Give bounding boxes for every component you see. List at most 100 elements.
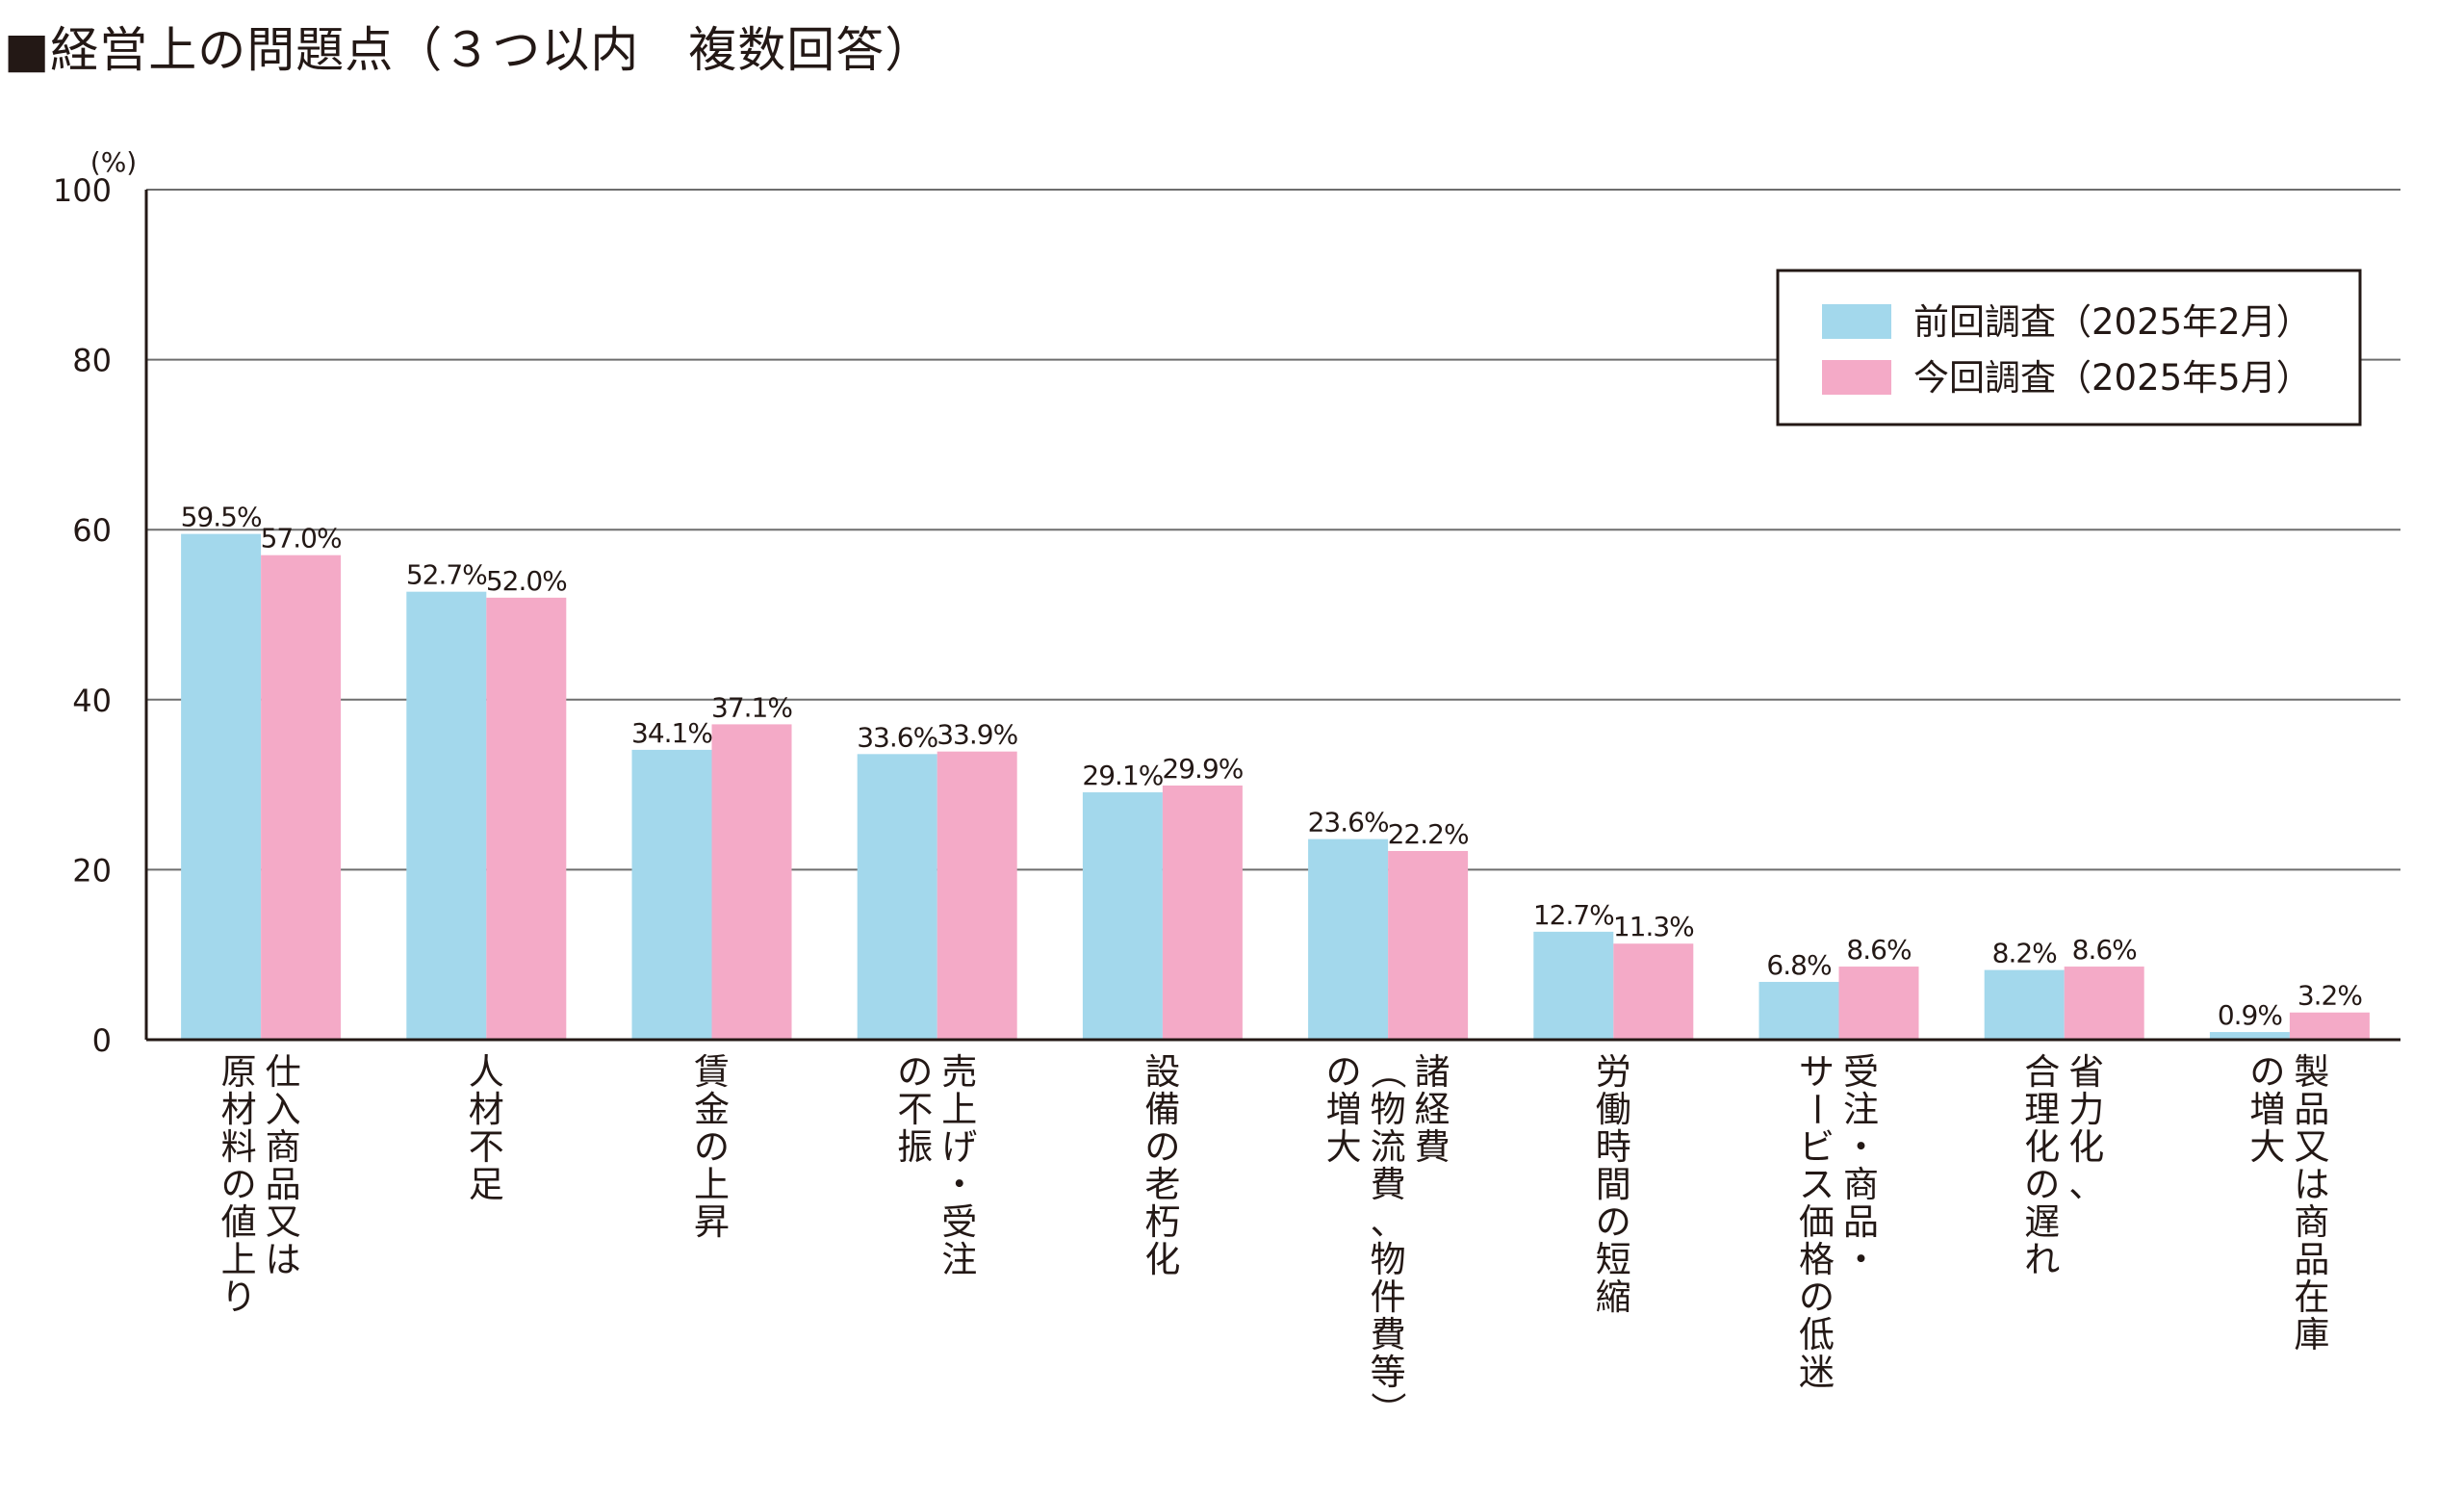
data-label: 22.2% <box>1388 818 1469 850</box>
data-label: 6.8% <box>1766 949 1832 981</box>
legend: 前回調査（2025年2月） 今回調査（2025年5月） <box>1776 269 2362 426</box>
category-char: の <box>2249 1051 2285 1093</box>
category-char: 庫 <box>2294 1314 2329 1355</box>
category-char: サ <box>1799 1051 1835 1093</box>
category-char: 合 <box>2024 1051 2060 1093</box>
category-labels: 仕入商品又は原材料の値上り人材不足賃金の上昇売上げ・受注の不振設備の老朽化諸経費… <box>221 1051 2330 1428</box>
category-char: 遅 <box>2024 1201 2060 1243</box>
data-label: 0.9% <box>2218 999 2283 1031</box>
bar-current-8 <box>2064 967 2144 1040</box>
category-char: 化 <box>2068 1126 2104 1168</box>
data-label: 57.0% <box>261 523 342 555</box>
category-char: は <box>266 1239 301 1280</box>
axes <box>144 190 2400 1042</box>
category-char: 売 <box>941 1051 977 1093</box>
category-char: は <box>2294 1164 2329 1205</box>
category-char: 不 <box>897 1089 933 1130</box>
data-label: 59.5% <box>181 502 262 533</box>
category-char: 流 <box>1371 1126 1406 1168</box>
category-char: の <box>1326 1051 1362 1093</box>
category-char: 、 <box>2068 1164 2104 1205</box>
category-char: 品 <box>2294 1239 2329 1280</box>
category-char: 昇 <box>694 1201 730 1243</box>
y-tick-label: 20 <box>72 852 112 889</box>
legend-swatch-current <box>1822 360 1891 395</box>
category-char: ス <box>1799 1164 1835 1205</box>
bars <box>181 533 2370 1040</box>
bar-previous-2 <box>631 749 712 1040</box>
data-label: 8.2% <box>1992 938 2058 969</box>
category-char: 増 <box>1326 1089 1362 1130</box>
category-char: 製 <box>2294 1051 2329 1093</box>
data-label: 33.9% <box>937 719 1017 751</box>
category-char: 力 <box>2068 1089 2104 1130</box>
bar-previous-7 <box>1758 981 1839 1040</box>
category-char: 間 <box>1596 1164 1631 1205</box>
bar-previous-1 <box>406 591 487 1040</box>
category-char: 仕 <box>266 1051 301 1093</box>
bar-current-9 <box>2289 1012 2370 1040</box>
bar-current-0 <box>261 555 342 1040</box>
category-char: 費 <box>1415 1126 1450 1168</box>
category-char: 上 <box>941 1089 977 1130</box>
category-char: ） <box>1367 1392 1408 1428</box>
category-char: の <box>2024 1164 2060 1205</box>
data-label: 37.1% <box>711 691 792 723</box>
category-char: 件 <box>1371 1277 1406 1318</box>
category-char: げ <box>941 1126 977 1168</box>
category-char: 注 <box>1843 1089 1879 1130</box>
y-tick-label: 0 <box>92 1022 112 1059</box>
category-char: 原 <box>221 1051 257 1093</box>
bar-current-4 <box>1162 785 1243 1040</box>
category-char: 理 <box>2024 1089 2060 1130</box>
category-char: 値 <box>221 1201 257 1243</box>
bar-previous-6 <box>1533 931 1614 1040</box>
category-char: の <box>694 1126 730 1168</box>
y-axis-ticks: 0 20 40 60 80 100 <box>53 172 112 1059</box>
category-char: 労 <box>1596 1051 1631 1093</box>
bar-previous-0 <box>181 533 262 1040</box>
category-char: 大 <box>1326 1126 1362 1168</box>
category-char: 低 <box>1799 1314 1835 1355</box>
category-char: の <box>1799 1277 1835 1318</box>
bar-current-2 <box>711 724 792 1040</box>
data-label: 33.6% <box>857 721 937 753</box>
data-label: 52.7% <box>406 559 487 591</box>
category-char: の <box>221 1164 257 1205</box>
legend-swatch-previous <box>1822 304 1891 339</box>
data-label: 52.0% <box>486 565 567 597</box>
category-char: 入 <box>266 1089 301 1130</box>
category-char: ー <box>1796 1092 1837 1127</box>
category-char: 材 <box>221 1089 257 1130</box>
category-char: 足 <box>469 1164 504 1205</box>
category-char: 増 <box>2249 1089 2285 1130</box>
category-char: 材 <box>469 1089 504 1130</box>
category-char: 費 <box>1371 1164 1406 1205</box>
category-char: 経 <box>1415 1089 1450 1130</box>
category-char: 上 <box>221 1239 257 1280</box>
category-char: 費 <box>1371 1314 1406 1355</box>
category-char: 老 <box>1144 1164 1180 1205</box>
category-char: 朽 <box>1144 1201 1180 1243</box>
category-char: 短 <box>1596 1239 1631 1280</box>
category-char: 化 <box>2024 1126 2060 1168</box>
category-char: 物 <box>1371 1239 1406 1280</box>
category-char: 化 <box>1144 1239 1180 1280</box>
category-char: 商 <box>1843 1164 1879 1205</box>
category-char: の <box>1596 1201 1631 1243</box>
y-tick-label: 60 <box>72 512 112 549</box>
category-char: 不 <box>469 1126 504 1168</box>
bar-current-7 <box>1838 967 1919 1040</box>
category-char: 人 <box>469 1051 504 1093</box>
bar-previous-5 <box>1308 838 1389 1040</box>
legend-label-previous: 前回調査（2025年2月） <box>1913 301 2312 343</box>
category-char: 在 <box>2294 1277 2329 1318</box>
data-label: 11.3% <box>1613 911 1694 942</box>
category-char: 格 <box>1799 1239 1835 1280</box>
